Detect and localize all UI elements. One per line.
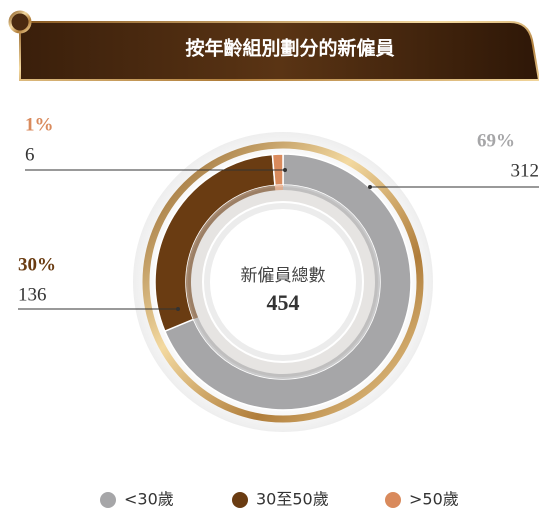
share-label: 69% xyxy=(477,130,515,151)
banner-dot xyxy=(10,12,30,32)
total-label: 新僱員總數 xyxy=(241,266,326,286)
share-label: 1% xyxy=(25,114,54,135)
legend-label: <30歲 xyxy=(124,490,174,509)
leader-dot xyxy=(176,307,180,311)
leader-dot xyxy=(368,185,372,189)
legend-swatch xyxy=(232,492,248,508)
legend-label: 30至50歲 xyxy=(256,490,329,509)
value-label: 6 xyxy=(25,144,35,165)
leader-dot xyxy=(283,168,287,172)
value-label: 312 xyxy=(511,160,539,181)
legend-swatch xyxy=(385,492,401,508)
legend-swatch xyxy=(100,492,116,508)
value-label: 136 xyxy=(18,284,47,305)
legend-label: >50歲 xyxy=(409,490,459,509)
chart-title: 按年齡組別劃分的新僱員 xyxy=(185,36,394,59)
total-value: 454 xyxy=(267,290,300,315)
share-label: 30% xyxy=(18,254,56,275)
inner-segment xyxy=(275,185,283,190)
